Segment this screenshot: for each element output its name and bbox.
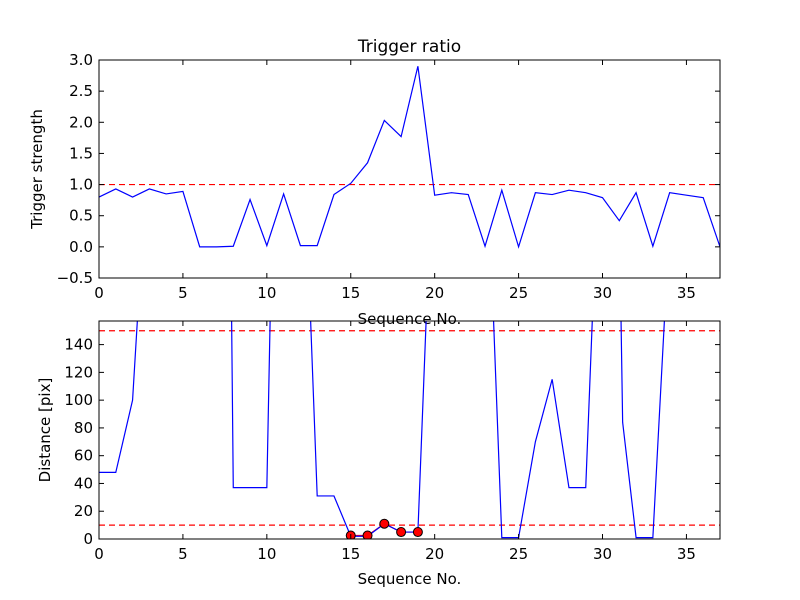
data-point [362,530,373,539]
y-tick-label: 120 [64,363,93,381]
y-tick-label: 1.0 [69,176,93,194]
y-tick-label: 40 [74,474,93,492]
y-tick-label: 100 [64,391,93,409]
x-tick-label: 5 [178,284,188,302]
x-axis-label: Sequence No. [358,310,462,328]
x-tick-label: 20 [425,545,444,563]
x-tick-label: 10 [257,545,276,563]
y-axis-label: Distance [pix] [36,378,54,483]
x-tick-label: 35 [677,545,696,563]
x-tick-label: 20 [425,284,444,302]
y-tick-label: 80 [74,419,93,437]
data-point [379,518,390,529]
y-tick-label: 140 [64,336,93,354]
chart-title: Trigger ratio [357,37,461,57]
y-tick-label: 0.0 [69,238,93,256]
y-tick-label: 3.0 [69,51,93,69]
distance-plot: Sequence No. Distance [pix] 0 5 10 15 20 25 30… [36,320,721,588]
y-tick-label: −0.5 [57,269,93,287]
plot-frame [98,59,721,279]
x-tick-label: 5 [178,545,188,563]
y-tick-label: 2.0 [69,113,93,131]
x-tick-label: 0 [94,284,104,302]
y-tick-label: 0.5 [69,207,93,225]
y-axis-label: Trigger strength [28,109,46,230]
series-line [99,66,720,249]
plot-frame [98,320,721,540]
y-tick-label: 1.5 [69,144,93,162]
trigger-ratio-plot: Trigger ratio Sequence No. Trigger stren… [28,37,721,328]
y-tick-label: 0 [83,530,93,548]
x-tick-label: 30 [593,545,612,563]
x-tick-label: 30 [593,284,612,302]
y-tick-label: 2.5 [69,82,93,100]
x-tick-label: 10 [257,284,276,302]
x-tick-label: 15 [341,545,360,563]
x-tick-label: 25 [509,545,528,563]
data-point [412,527,423,538]
x-tick-label: 25 [509,284,528,302]
x-tick-label: 0 [94,545,104,563]
x-axis-label: Sequence No. [358,570,462,588]
y-tick-label: 20 [74,502,93,520]
x-tick-label: 35 [677,284,696,302]
x-tick-label: 15 [341,284,360,302]
data-point [396,527,407,538]
y-tick-label: 60 [74,447,93,465]
